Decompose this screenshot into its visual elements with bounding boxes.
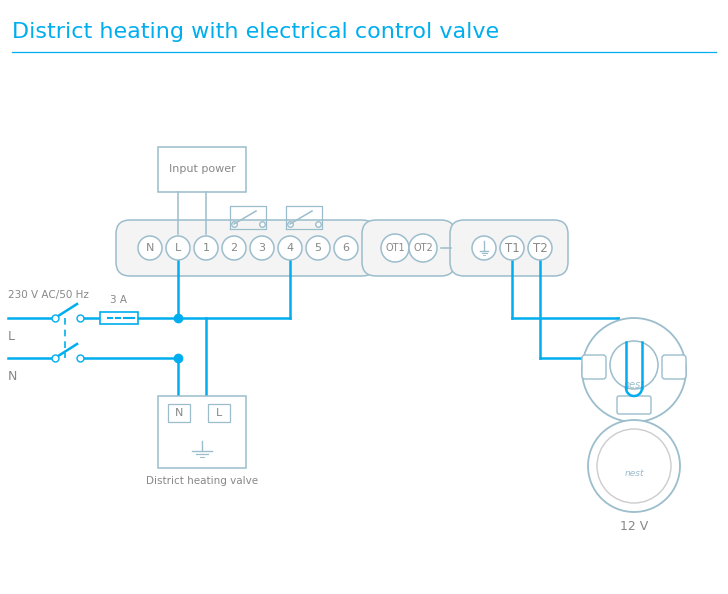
Text: 12 V: 12 V: [620, 520, 648, 532]
Text: L: L: [175, 243, 181, 253]
Text: 1: 1: [202, 243, 210, 253]
Text: nest: nest: [624, 469, 644, 479]
Text: L: L: [216, 408, 222, 418]
FancyBboxPatch shape: [158, 147, 246, 192]
FancyBboxPatch shape: [617, 396, 651, 414]
Circle shape: [194, 236, 218, 260]
Circle shape: [334, 236, 358, 260]
Text: 6: 6: [342, 243, 349, 253]
Text: 3: 3: [258, 243, 266, 253]
Circle shape: [166, 236, 190, 260]
FancyBboxPatch shape: [100, 312, 138, 324]
Circle shape: [582, 318, 686, 422]
FancyBboxPatch shape: [158, 396, 246, 468]
FancyBboxPatch shape: [116, 220, 376, 276]
Text: OT1: OT1: [385, 243, 405, 253]
Circle shape: [597, 429, 671, 503]
Text: District heating valve: District heating valve: [146, 476, 258, 486]
Text: N: N: [146, 243, 154, 253]
Text: 4: 4: [286, 243, 293, 253]
FancyBboxPatch shape: [582, 355, 606, 379]
Circle shape: [472, 236, 496, 260]
Text: 3 A: 3 A: [111, 295, 127, 305]
Circle shape: [250, 236, 274, 260]
Text: 5: 5: [314, 243, 322, 253]
Circle shape: [588, 420, 680, 512]
Text: L: L: [8, 330, 15, 343]
FancyBboxPatch shape: [362, 220, 455, 276]
Circle shape: [222, 236, 246, 260]
Circle shape: [610, 341, 658, 389]
FancyBboxPatch shape: [168, 404, 190, 422]
Text: N: N: [175, 408, 183, 418]
Circle shape: [500, 236, 524, 260]
Text: 2: 2: [231, 243, 237, 253]
Text: T2: T2: [533, 242, 547, 254]
Circle shape: [138, 236, 162, 260]
Text: District heating with electrical control valve: District heating with electrical control…: [12, 22, 499, 42]
Text: Input power: Input power: [169, 165, 235, 175]
Text: N: N: [8, 369, 17, 383]
Circle shape: [528, 236, 552, 260]
FancyBboxPatch shape: [450, 220, 568, 276]
Text: T1: T1: [505, 242, 519, 254]
Text: OT2: OT2: [413, 243, 433, 253]
Circle shape: [409, 234, 437, 262]
Circle shape: [278, 236, 302, 260]
Text: nest: nest: [623, 380, 644, 390]
FancyBboxPatch shape: [662, 355, 686, 379]
Text: 230 V AC/50 Hz: 230 V AC/50 Hz: [8, 290, 89, 300]
FancyBboxPatch shape: [208, 404, 230, 422]
Circle shape: [306, 236, 330, 260]
Circle shape: [381, 234, 409, 262]
